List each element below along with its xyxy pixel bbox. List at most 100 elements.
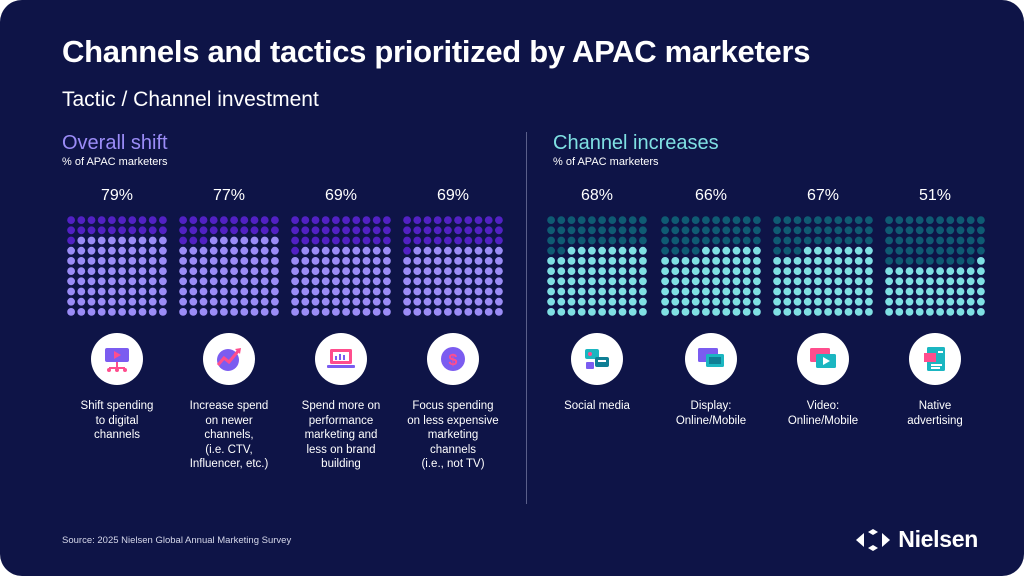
waffle-dot-empty bbox=[966, 236, 975, 245]
waffle-dot-empty bbox=[383, 226, 391, 235]
waffle-dot-filled bbox=[495, 287, 503, 296]
waffle-dot-empty bbox=[321, 226, 330, 235]
waffle-dot-filled bbox=[67, 246, 75, 255]
nielsen-mark-icon bbox=[856, 528, 891, 551]
waffle-dot-filled bbox=[639, 246, 647, 255]
waffle-dot-filled bbox=[67, 267, 75, 275]
waffle-dot-empty bbox=[444, 236, 452, 245]
waffle-dot-empty bbox=[671, 216, 680, 224]
waffle-dot-filled bbox=[639, 267, 647, 275]
waffle-dot-empty bbox=[661, 236, 669, 245]
waffle-dot-filled bbox=[588, 277, 596, 286]
waffle-dot-filled bbox=[926, 277, 934, 286]
waffle-dot-empty bbox=[97, 216, 106, 224]
waffle-dot-empty bbox=[783, 246, 792, 255]
waffle-dot-filled bbox=[598, 257, 606, 265]
waffle-dot-filled bbox=[454, 277, 462, 286]
waffle-dot-filled bbox=[577, 297, 586, 306]
waffle-dot-filled bbox=[128, 236, 137, 245]
waffle-dot-filled bbox=[639, 308, 647, 316]
category-label: Display: Online/Mobile bbox=[675, 400, 747, 427]
waffle-dot-empty bbox=[423, 226, 432, 235]
waffle-dot-filled bbox=[834, 267, 843, 275]
waffle-dot-filled bbox=[159, 277, 167, 286]
waffle-dot-filled bbox=[67, 308, 75, 316]
waffle-dot-filled bbox=[383, 308, 391, 316]
waffle-dot-filled bbox=[854, 267, 863, 275]
waffle-dot-empty bbox=[966, 226, 975, 235]
waffle-dot-empty bbox=[783, 216, 792, 224]
dollar-icon: $ bbox=[427, 333, 479, 385]
waffle-dot-filled bbox=[230, 246, 238, 255]
waffle-dot-filled bbox=[383, 297, 391, 306]
waffle-dot-empty bbox=[567, 236, 576, 245]
waffle-dot-filled bbox=[118, 297, 126, 306]
waffle-dot-filled bbox=[271, 297, 279, 306]
waffle-dot-filled bbox=[557, 297, 566, 306]
waffle-dot-empty bbox=[557, 226, 566, 235]
waffle-dot-filled bbox=[567, 246, 576, 255]
waffle-dot-filled bbox=[250, 308, 259, 316]
waffle-dot-filled bbox=[118, 246, 126, 255]
waffle-dot-empty bbox=[915, 226, 924, 235]
waffle-dot-filled bbox=[87, 267, 96, 275]
waffle-dot-filled bbox=[577, 287, 586, 296]
waffle-dot-filled bbox=[618, 267, 627, 275]
waffle-dot-empty bbox=[332, 236, 340, 245]
waffle-dot-filled bbox=[608, 287, 617, 296]
waffle-dot-filled bbox=[230, 267, 238, 275]
waffle-dot-filled bbox=[148, 277, 157, 286]
waffle-dot-filled bbox=[567, 277, 576, 286]
waffle-dot-filled bbox=[577, 257, 586, 265]
waffle-dot-filled bbox=[148, 287, 157, 296]
waffle-dot-filled bbox=[608, 257, 617, 265]
waffle-dot-filled bbox=[639, 257, 647, 265]
waffle-dot-filled bbox=[618, 246, 627, 255]
waffle-dot-empty bbox=[484, 216, 493, 224]
waffle-dot-filled bbox=[97, 246, 106, 255]
waffle-dot-filled bbox=[691, 308, 700, 316]
waffle-dot-filled bbox=[220, 257, 228, 265]
waffle-dot-empty bbox=[138, 216, 147, 224]
waffle-dot-filled bbox=[681, 308, 690, 316]
waffle-dot-empty bbox=[547, 246, 555, 255]
waffle-dot-empty bbox=[311, 216, 320, 224]
waffle-dot-filled bbox=[138, 308, 147, 316]
waffle-dot-filled bbox=[332, 287, 340, 296]
waffle-dot-filled bbox=[712, 257, 720, 265]
waffle-dot-filled bbox=[671, 287, 680, 296]
waffle-dot-filled bbox=[691, 297, 700, 306]
waffle-dot-filled bbox=[946, 297, 955, 306]
waffle-dot-filled bbox=[691, 267, 700, 275]
waffle-dot-empty bbox=[803, 236, 812, 245]
waffle-dot-empty bbox=[905, 226, 914, 235]
waffle-grid bbox=[67, 216, 167, 316]
waffle-dot-filled bbox=[946, 287, 955, 296]
waffle-dot-filled bbox=[956, 297, 965, 306]
waffle-dot-empty bbox=[753, 216, 761, 224]
waffle-dot-empty bbox=[773, 226, 781, 235]
waffle-dot-empty bbox=[977, 216, 985, 224]
waffle-dot-filled bbox=[209, 246, 218, 255]
waffle-dot-filled bbox=[342, 287, 350, 296]
waffle-dot-filled bbox=[311, 297, 320, 306]
waffle-dot-filled bbox=[433, 267, 442, 275]
waffle-dot-filled bbox=[383, 257, 391, 265]
waffle-dot-filled bbox=[433, 287, 442, 296]
waffle-dot-filled bbox=[895, 297, 904, 306]
waffle-dot-filled bbox=[722, 257, 731, 265]
waffle-dot-filled bbox=[199, 246, 208, 255]
waffle-dot-empty bbox=[189, 236, 198, 245]
waffle-dot-filled bbox=[362, 277, 371, 286]
waffle-dot-filled bbox=[885, 267, 893, 275]
waffle-dot-empty bbox=[159, 216, 167, 224]
waffle-dot-filled bbox=[352, 308, 361, 316]
waffle-dot-empty bbox=[956, 257, 965, 265]
waffle-dot-filled bbox=[803, 287, 812, 296]
waffle-dot-filled bbox=[108, 297, 116, 306]
waffle-dot-filled bbox=[271, 277, 279, 286]
waffle-dot-filled bbox=[77, 267, 86, 275]
waffle-dot-empty bbox=[332, 216, 340, 224]
waffle-dot-filled bbox=[372, 246, 381, 255]
waffle-dot-filled bbox=[905, 267, 914, 275]
